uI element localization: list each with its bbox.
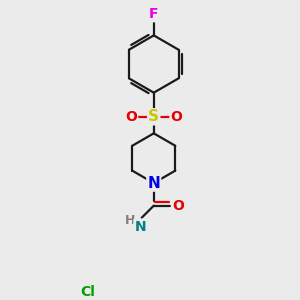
Text: H: H: [124, 214, 135, 227]
Text: F: F: [149, 7, 158, 21]
Text: O: O: [125, 110, 137, 124]
Text: O: O: [170, 110, 182, 124]
Text: O: O: [172, 199, 184, 213]
Text: Cl: Cl: [81, 285, 95, 298]
Text: N: N: [147, 176, 160, 190]
Text: N: N: [134, 220, 146, 234]
Text: S: S: [148, 109, 159, 124]
